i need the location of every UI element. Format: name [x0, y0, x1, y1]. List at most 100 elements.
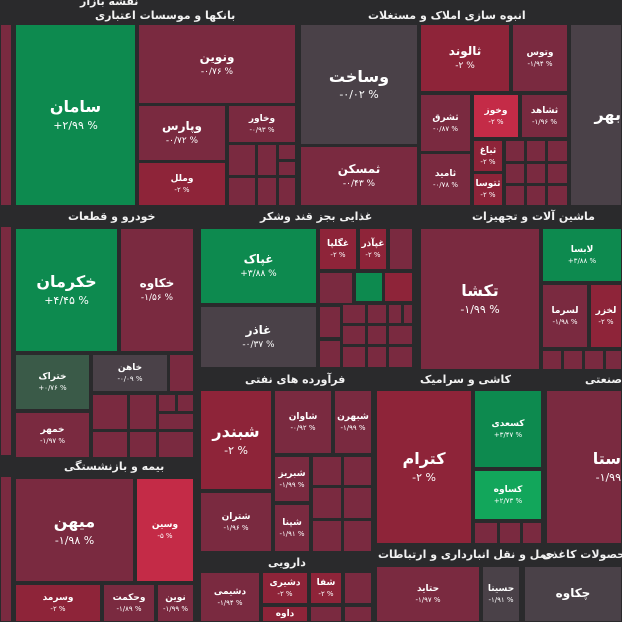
tile-ghazar[interactable]: غاذر -۰/۳۷ %	[200, 306, 317, 368]
auto-small-tile[interactable]	[129, 431, 157, 458]
food-small-tile[interactable]	[389, 228, 413, 270]
oil-small-tile[interactable]	[312, 487, 342, 519]
tile-davu[interactable]: داوه	[262, 606, 308, 622]
food-small-tile[interactable]	[367, 346, 387, 368]
food-small-tile[interactable]	[319, 306, 341, 338]
tile-khahan[interactable]: خاهن -۰/۰۹ %	[92, 354, 168, 392]
tile-saman[interactable]: سامان +۲/۹۹ %	[15, 24, 136, 206]
tile-khetrak[interactable]: ختراک +۰/۷۶ %	[15, 354, 90, 410]
pharma-small-tile[interactable]	[344, 606, 372, 622]
food-small-tile[interactable]	[319, 272, 353, 304]
tile-hatid[interactable]: حتاید -۱/۹۷ %	[376, 566, 480, 622]
tile-shetran[interactable]: شتران -۱/۹۶ %	[200, 492, 272, 552]
bank-small-tile[interactable]	[257, 144, 277, 176]
tile-vakhuz[interactable]: وخوز -۲ %	[473, 94, 519, 138]
tile-dashiri[interactable]: دشیری -۲ %	[262, 572, 308, 604]
food-small-tile[interactable]	[342, 304, 366, 324]
tile-khakave[interactable]: خکاوه -۱/۵۶ %	[120, 228, 194, 352]
building-small-tile[interactable]	[526, 185, 546, 206]
tile-baagh[interactable]: ثباغ -۲ %	[473, 140, 503, 172]
edge-tile[interactable]	[0, 24, 12, 206]
tile-khodro-kerman[interactable]: خکرمان +۴/۴۵ %	[15, 228, 118, 352]
building-small-tile[interactable]	[547, 185, 568, 206]
oil-small-tile[interactable]	[343, 487, 372, 519]
auto-small-tile[interactable]	[169, 354, 194, 392]
tile-vamal[interactable]: وملل -۲ %	[138, 162, 226, 206]
building-small-tile[interactable]	[505, 185, 525, 206]
tile-ghepak[interactable]: غپاک +۳/۸۸ %	[200, 228, 317, 304]
auto-small-tile[interactable]	[158, 413, 194, 430]
food-small-tile[interactable]	[367, 325, 387, 345]
auto-small-tile[interactable]	[177, 394, 194, 412]
bank-small-tile[interactable]	[278, 177, 296, 206]
pharma-small-tile[interactable]	[310, 606, 342, 622]
oil-small-tile[interactable]	[343, 520, 372, 552]
tile-tous[interactable]: ثتوسا -۲ %	[473, 173, 503, 206]
bank-small-tile[interactable]	[278, 161, 296, 176]
oil-small-tile[interactable]	[312, 456, 342, 486]
machinery-small-tile[interactable]	[563, 350, 583, 370]
tile-chekave[interactable]: چکاوه	[524, 566, 622, 622]
tile-shebandar[interactable]: شبندر -۲ %	[200, 390, 272, 490]
tile-hasina[interactable]: حسینا -۱/۹۱ %	[482, 566, 520, 622]
auto-small-tile[interactable]	[92, 431, 128, 458]
tile-bahar[interactable]: بهر	[570, 24, 622, 206]
tile-kesadi[interactable]: کسعدی +۳/۴۷ %	[474, 390, 542, 468]
tile-dashimi[interactable]: دشیمی -۱/۹۴ %	[200, 572, 260, 622]
food-small-tile[interactable]	[319, 340, 341, 368]
auto-small-tile[interactable]	[158, 431, 194, 458]
food-small-tile[interactable]	[342, 325, 366, 345]
food-small-tile[interactable]	[388, 346, 413, 368]
oil-small-tile[interactable]	[343, 456, 372, 486]
tile-omid[interactable]: ثامید -۰/۷۸ %	[420, 153, 471, 206]
auto-small-tile[interactable]	[158, 394, 176, 412]
food-small-tile[interactable]	[388, 325, 413, 345]
bank-small-tile[interactable]	[278, 144, 296, 160]
tile-vakhavar[interactable]: وخاور -۰/۹۳ %	[228, 105, 296, 143]
tile-vasarmad[interactable]: وسرمد -۲ %	[15, 584, 101, 622]
building-small-tile[interactable]	[526, 163, 546, 184]
tile-shargh[interactable]: ثشرق -۰/۸۷ %	[420, 94, 471, 152]
food-small-tile[interactable]	[342, 346, 366, 368]
food-small-tile[interactable]	[388, 304, 402, 324]
tile-khamhar[interactable]: خمهر -۱/۹۷ %	[15, 412, 90, 458]
bank-small-tile[interactable]	[257, 177, 277, 206]
tile-ghepazar[interactable]: غپآذر -۲ %	[359, 228, 387, 270]
tile-vasin[interactable]: وسین -۵ %	[136, 478, 194, 582]
auto-small-tile[interactable]	[129, 394, 157, 430]
tile-vatus[interactable]: وتوس -۱/۹۴ %	[512, 24, 568, 92]
tile-shahed[interactable]: ثشاهد -۱/۹۶ %	[521, 94, 568, 138]
tile-shabehran[interactable]: شبهرن -۱/۹۹ %	[334, 390, 372, 454]
tile-keteram[interactable]: کترام -۲ %	[376, 390, 472, 544]
edge-tile[interactable]	[0, 226, 12, 456]
tile-vanovin[interactable]: ونوین -۰/۷۶ %	[138, 24, 296, 104]
building-small-tile[interactable]	[526, 140, 546, 162]
tile-shafa[interactable]: شفا -۲ %	[310, 572, 342, 604]
tile-novin[interactable]: نوین -۱/۹۹ %	[157, 584, 194, 622]
tile-vakmat[interactable]: وحکمت -۱/۸۹ %	[103, 584, 155, 622]
oil-small-tile[interactable]	[312, 520, 342, 552]
food-small-tile[interactable]	[384, 272, 413, 302]
ceramic-small-tile[interactable]	[474, 522, 498, 544]
tile-shepna[interactable]: شپنا -۱/۹۱ %	[274, 504, 310, 552]
tile-shabariz[interactable]: شبریز -۱/۹۹ %	[274, 456, 310, 502]
auto-small-tile[interactable]	[92, 394, 128, 430]
tile-shavan[interactable]: شاوان -۰/۹۲ %	[274, 390, 332, 454]
machinery-small-tile[interactable]	[605, 350, 622, 370]
building-small-tile[interactable]	[505, 140, 525, 162]
tile-lasrama[interactable]: لسرما -۱/۹۸ %	[542, 284, 588, 348]
tile-asta[interactable]: ستا -۱/۹۹	[546, 390, 622, 544]
bank-small-tile[interactable]	[228, 144, 256, 176]
machinery-small-tile[interactable]	[584, 350, 604, 370]
tile-lakhazar[interactable]: لخزر -۲ %	[590, 284, 622, 348]
food-small-tile[interactable]	[355, 272, 383, 302]
tile-vaparas[interactable]: وپارس -۰/۷۲ %	[138, 105, 226, 161]
tile-vasakht[interactable]: وساخت -۰/۰۲ %	[300, 24, 418, 145]
machinery-small-tile[interactable]	[542, 350, 562, 370]
tile-salvand[interactable]: ثالوند -۲ %	[420, 24, 510, 92]
tile-kesave[interactable]: کساوه +۲/۷۳ %	[474, 470, 542, 520]
food-small-tile[interactable]	[367, 304, 387, 324]
ceramic-small-tile[interactable]	[522, 522, 542, 544]
building-small-tile[interactable]	[505, 163, 525, 184]
tile-mihan[interactable]: میهن -۱/۹۸ %	[15, 478, 134, 582]
